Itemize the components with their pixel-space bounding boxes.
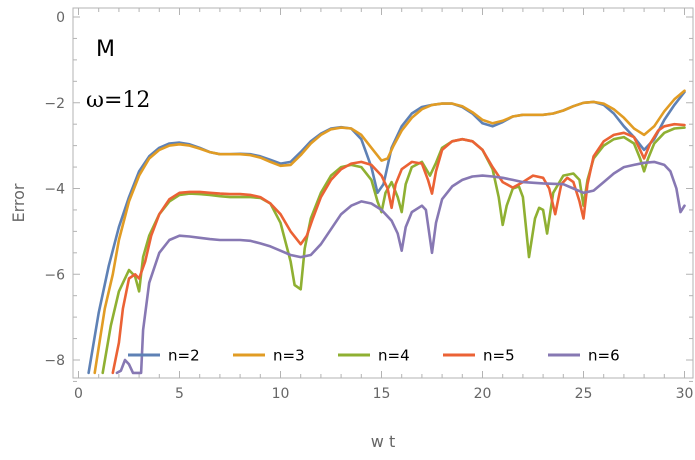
series-line-n3 [93,89,686,375]
y-axis-ticks: 0 −2 −4 −6 −8 [44,10,693,382]
y-axis-title: Error [9,183,28,222]
legend-label: n=3 [273,347,305,365]
x-tick-label: 10 [272,386,290,402]
plot-frame [72,7,694,379]
legend: n=2 n=3 n=4 n=5 n=6 [128,347,620,365]
x-tick-label: 0 [74,386,83,402]
y-tick-label: 0 [56,10,65,26]
series-line-n5 [111,122,686,375]
series-line-n2 [87,90,686,375]
panel-letter: M [96,37,115,62]
x-tick-label: 15 [373,386,391,402]
y-tick-label: −2 [44,96,65,112]
series-line-n6 [115,160,686,375]
legend-label: n=4 [378,347,410,365]
x-tick-label: 20 [474,386,492,402]
legend-label: n=2 [168,347,200,365]
x-tick-label: 30 [676,386,694,402]
x-tick-label: 5 [175,386,184,402]
omega-label: ω=12 [86,88,150,113]
x-axis-title: w t [371,432,395,451]
legend-label: n=5 [483,347,515,365]
series-layer [87,89,686,375]
x-tick-label: 25 [575,386,593,402]
x-axis-ticks: 0 5 10 15 20 25 30 [74,8,693,402]
y-tick-label: −6 [44,267,65,283]
series-line-n4 [101,126,686,375]
y-tick-label: −4 [44,182,65,198]
y-tick-label: −8 [44,353,65,369]
legend-label: n=6 [588,347,620,365]
axes-frame [72,7,694,379]
